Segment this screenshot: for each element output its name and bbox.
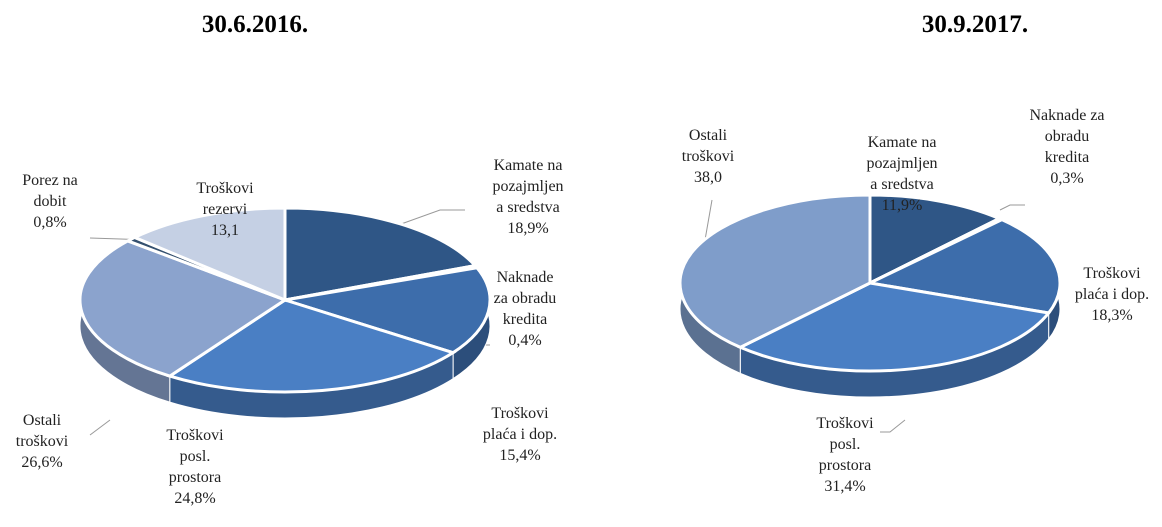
slice-label: Ostali troškovi xyxy=(682,127,735,165)
slice-label: Naknade za obradu kredita xyxy=(1029,107,1104,166)
slice-label: Troškovi rezervi xyxy=(196,180,254,218)
value-label: 26,6% xyxy=(21,454,62,471)
value-label: 24,8% xyxy=(174,490,215,507)
chart-title: 30.6.2016. xyxy=(202,11,308,38)
slice xyxy=(131,206,287,303)
pie-tops xyxy=(678,193,1062,373)
slice xyxy=(78,239,289,378)
chart-title: 30.9.2017. xyxy=(922,11,1028,38)
value-label: 13,1 xyxy=(211,222,239,239)
slice-label: Troškovi posl. prostora xyxy=(816,415,874,474)
value-label: 18,9% xyxy=(507,220,548,237)
value-label: 18,3% xyxy=(1091,307,1132,324)
slice xyxy=(283,206,479,302)
value-label: 0,4% xyxy=(508,332,541,349)
slice-label: Troškovi plaća i dop. xyxy=(1075,265,1149,303)
slice xyxy=(736,281,1052,373)
slice xyxy=(284,266,492,355)
slice-label: Troškovi plaća i dop. xyxy=(483,405,557,443)
slice-label: Kamate na pozajmljen a sredstva xyxy=(492,157,563,216)
value-label: 11,9% xyxy=(882,197,923,214)
slice xyxy=(678,193,872,349)
slice xyxy=(166,298,457,394)
value-label: 38,0 xyxy=(694,169,722,186)
value-label: 31,4% xyxy=(824,478,865,495)
slice xyxy=(868,193,1003,286)
value-label: 0,8% xyxy=(33,214,66,231)
pie-tops xyxy=(78,206,492,394)
slice-label: Ostali troškovi xyxy=(16,412,69,450)
value-label: 0,3% xyxy=(1050,170,1083,187)
slice-label: Kamate na pozajmljen a sredstva xyxy=(866,134,937,193)
slice-label: Troškovi posl. prostora xyxy=(166,427,224,486)
value-label: 15,4% xyxy=(499,447,540,464)
slice-label: Naknade za obradu kredita xyxy=(494,269,557,328)
slice-label: Porez na dobit xyxy=(22,172,78,210)
